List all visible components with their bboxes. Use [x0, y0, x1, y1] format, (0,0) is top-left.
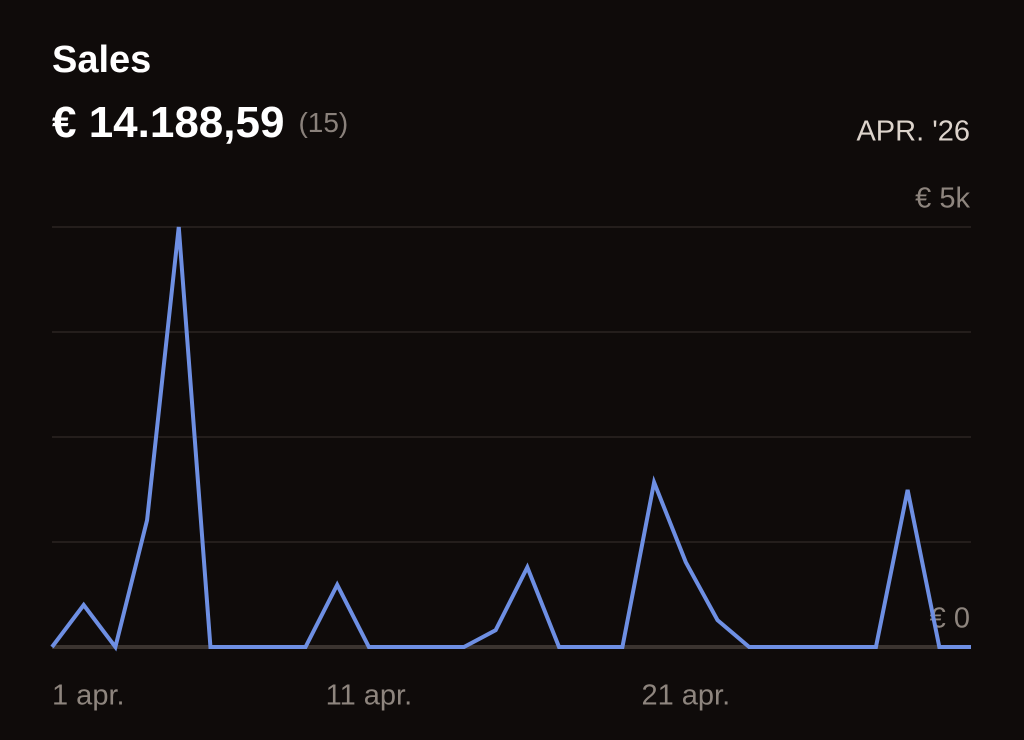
x-tick-label: 1 apr.: [52, 680, 125, 712]
period: APR. '26: [856, 116, 970, 148]
total: € 14.188,59: [52, 98, 284, 147]
y-tick-label: € 5k: [915, 183, 970, 215]
total-line: € 14.188,59 (15): [52, 98, 348, 147]
chart-title: Sales: [52, 39, 151, 81]
x-tick-label: 21 apr.: [641, 680, 730, 712]
order-count: (15): [298, 107, 348, 138]
x-tick-label: 11 apr.: [326, 680, 413, 712]
sales-line: [50, 226, 971, 652]
